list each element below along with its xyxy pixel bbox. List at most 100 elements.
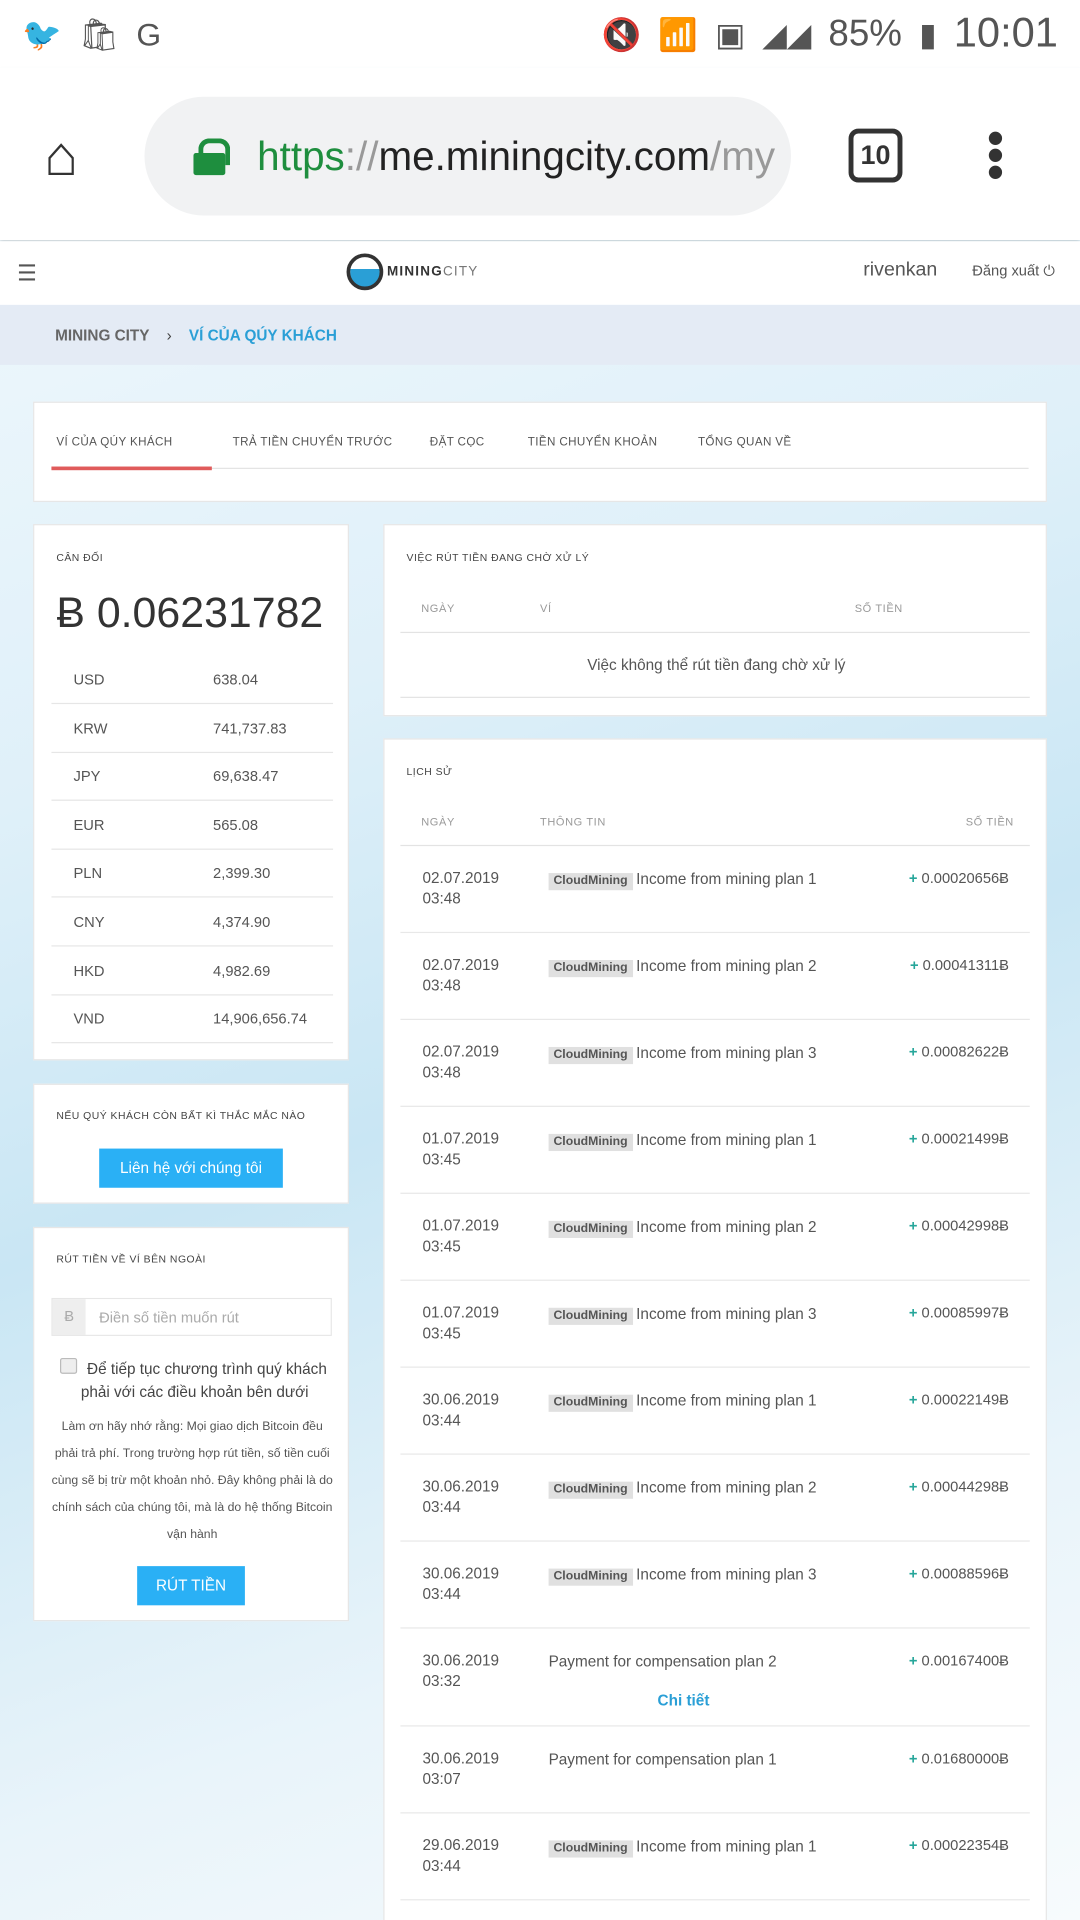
table-row: 30.06.2019 03:07 Payment for compensation… (400, 1727, 1030, 1814)
col-amount: SỐ TIỀN (965, 815, 1014, 828)
row-datetime: 01.07.2019 03:45 (422, 1303, 499, 1345)
balance-title: CÂN ĐỐI (56, 551, 104, 564)
row-info: CloudMining Income from mining plan 2 (548, 1217, 831, 1238)
home-icon[interactable]: ⌂ (44, 123, 79, 188)
logo-bold: MINING (386, 264, 443, 280)
currency-row: PLN 2,399.30 (51, 849, 334, 899)
col-info: THÔNG TIN (540, 815, 606, 828)
logout-button[interactable]: Đăng xuất ⏻ (972, 262, 1055, 280)
row-datetime: 02.07.2019 03:48 (422, 1042, 499, 1084)
row-time: 03:48 (422, 977, 461, 995)
amount-value: 0.01680000Ƀ (921, 1749, 1009, 1767)
withdraw-amount-input[interactable] (85, 1299, 331, 1335)
divider (400, 631, 1030, 634)
table-row: 30.06.2019 03:44 CloudMining Income from m… (400, 1455, 1030, 1542)
row-date: 02.07.2019 (422, 956, 500, 974)
contact-us-button[interactable]: Liên hệ với chúng tôi (99, 1148, 283, 1188)
row-info: CloudMining Income from mining plan 1 (548, 1130, 831, 1152)
hamburger-menu-icon[interactable]: ☰ (17, 260, 37, 286)
currency-row: KRW 741,737.83 (51, 704, 334, 753)
tab-deposit[interactable]: ĐẶT CỌC (429, 435, 485, 450)
withdraw-title: RÚT TIỀN VỀ VÍ BÊN NGOÀI (56, 1252, 206, 1265)
currency-row: VND 14,906,656.74 (51, 995, 334, 1044)
balance-amount: Ƀ 0.06231782 (56, 588, 324, 637)
logo-mark (346, 253, 384, 291)
more-menu-icon[interactable]: • • • (986, 111, 1005, 200)
username[interactable]: rivenkan (863, 259, 938, 281)
category-badge: CloudMining (548, 960, 633, 978)
contact-title: NẾU QUÝ KHÁCH CÒN BẤT KÌ THẮC MẮC NÀO (56, 1109, 306, 1122)
row-description: Payment for compensation plan 2 (548, 1653, 777, 1671)
row-time: 03:44 (422, 1498, 461, 1516)
address-bar[interactable]: https://me.miningcity.com/my (144, 96, 792, 216)
row-date: 01.07.2019 (422, 1304, 500, 1322)
terms-label: Để tiếp tục chương trình quý khách phải … (80, 1360, 327, 1401)
row-amount: + 0.00042998Ƀ (909, 1217, 1009, 1234)
power-icon: ⏻ (1043, 262, 1055, 280)
currency-value: 2,399.30 (213, 864, 271, 883)
amount-value: 0.00022149Ƀ (921, 1391, 1009, 1409)
currency-row: CNY 4,374.90 (51, 898, 334, 947)
category-badge: CloudMining (548, 1046, 633, 1065)
currency-value: 741,737.83 (213, 719, 287, 737)
fee-note: Làm ơn hãy nhớ rằng: Mọi giao dịch Bitco… (51, 1420, 333, 1542)
currency-code: EUR (73, 816, 105, 834)
col-date: NGÀY (421, 602, 455, 615)
terms-checkbox[interactable] (60, 1357, 78, 1374)
amount-value: 0.00082622Ƀ (921, 1043, 1009, 1061)
tab-divider (51, 467, 1029, 469)
row-datetime: 01.07.2019 03:45 (422, 1129, 499, 1171)
row-description: Income from mining plan 3 (636, 1044, 817, 1062)
row-date: 29.06.2019 (422, 1836, 500, 1854)
currency-row: USD 638.04 (51, 655, 334, 705)
signal-icon: ◢◢ (762, 15, 812, 53)
details-link[interactable]: Chi tiết (657, 1692, 710, 1710)
currency-value: 4,982.69 (213, 961, 271, 980)
row-info: Payment for compensation plan 1 (549, 1750, 831, 1771)
withdraw-card: RÚT TIỀN VỀ VÍ BÊN NGOÀI Ƀ Để tiếp tục c… (33, 1226, 349, 1622)
category-badge: CloudMining (548, 1307, 633, 1325)
shopee-icon: 🛍 (78, 15, 120, 53)
amount-value: 0.00167400Ƀ (921, 1651, 1009, 1669)
tab-wallet[interactable]: VÍ CỦA QÚY KHÁCH (56, 435, 173, 450)
row-amount: + 0.00021499Ƀ (909, 1130, 1009, 1147)
url-sep: :// (344, 132, 379, 179)
row-description: Income from mining plan 1 (636, 1131, 817, 1149)
amount-value: 0.00041311Ƀ (922, 956, 1009, 974)
tab-overview[interactable]: TỔNG QUAN VỀ (697, 435, 792, 450)
history-card: LỊCH SỬ NGÀY THÔNG TIN SỐ TIỀN 02.07.201… (383, 738, 1047, 1920)
category-badge: CloudMining (548, 1840, 633, 1858)
withdraw-button[interactable]: RÚT TIỀN (137, 1566, 245, 1606)
logo-text: MININGCITY (387, 264, 479, 279)
row-amount: + 0.00044298Ƀ (909, 1478, 1009, 1495)
history-title: LỊCH SỬ (406, 765, 453, 778)
breadcrumb-separator: › (166, 326, 172, 344)
amount-value: 0.00021499Ƀ (921, 1130, 1009, 1148)
row-info: CloudMining Income from mining plan 1 (548, 869, 831, 891)
row-date: 30.06.2019 (422, 1477, 500, 1496)
tab-transfer[interactable]: TIỀN CHUYỂN KHOẢN (527, 435, 658, 450)
row-datetime: 30.06.2019 03:32 (422, 1651, 499, 1693)
row-description: Income from mining plan 2 (636, 957, 817, 975)
row-info: CloudMining Income from mining plan 2 (548, 956, 831, 978)
row-date: 02.07.2019 (422, 1043, 500, 1061)
currency-row: HKD 4,982.69 (51, 946, 334, 996)
row-info: CloudMining Income from mining plan 3 (548, 1043, 831, 1065)
table-row: 30.06.2019 03:32 Payment for compensation… (400, 1629, 1030, 1727)
tab-switcher-button[interactable]: 10 (848, 128, 903, 183)
category-badge: CloudMining (548, 1133, 633, 1152)
plus-sign: + (908, 1217, 918, 1235)
tab-prepayment[interactable]: TRẢ TIỀN CHUYỂN TRƯỚC (232, 435, 393, 450)
col-amount: SỐ TIỀN (854, 602, 903, 615)
currency-code: USD (73, 671, 105, 689)
logo[interactable]: MININGCITY (346, 253, 479, 291)
amount-value: 0.00022354Ƀ (921, 1836, 1009, 1854)
currency-code: KRW (73, 719, 108, 737)
table-row: 02.07.2019 03:48 CloudMining Income from m… (400, 846, 1030, 934)
breadcrumb-root[interactable]: MINING CITY (55, 326, 150, 344)
row-info: Payment for compensation plan 2 (549, 1652, 831, 1673)
currency-value: 69,638.47 (213, 767, 279, 786)
row-description: Income from mining plan 1 (636, 870, 817, 888)
table-row: 29.06.2019 03:44 CloudMining Income from m… (400, 1813, 1030, 1901)
table-row: 01.07.2019 03:45 CloudMining Income from m… (400, 1107, 1030, 1194)
